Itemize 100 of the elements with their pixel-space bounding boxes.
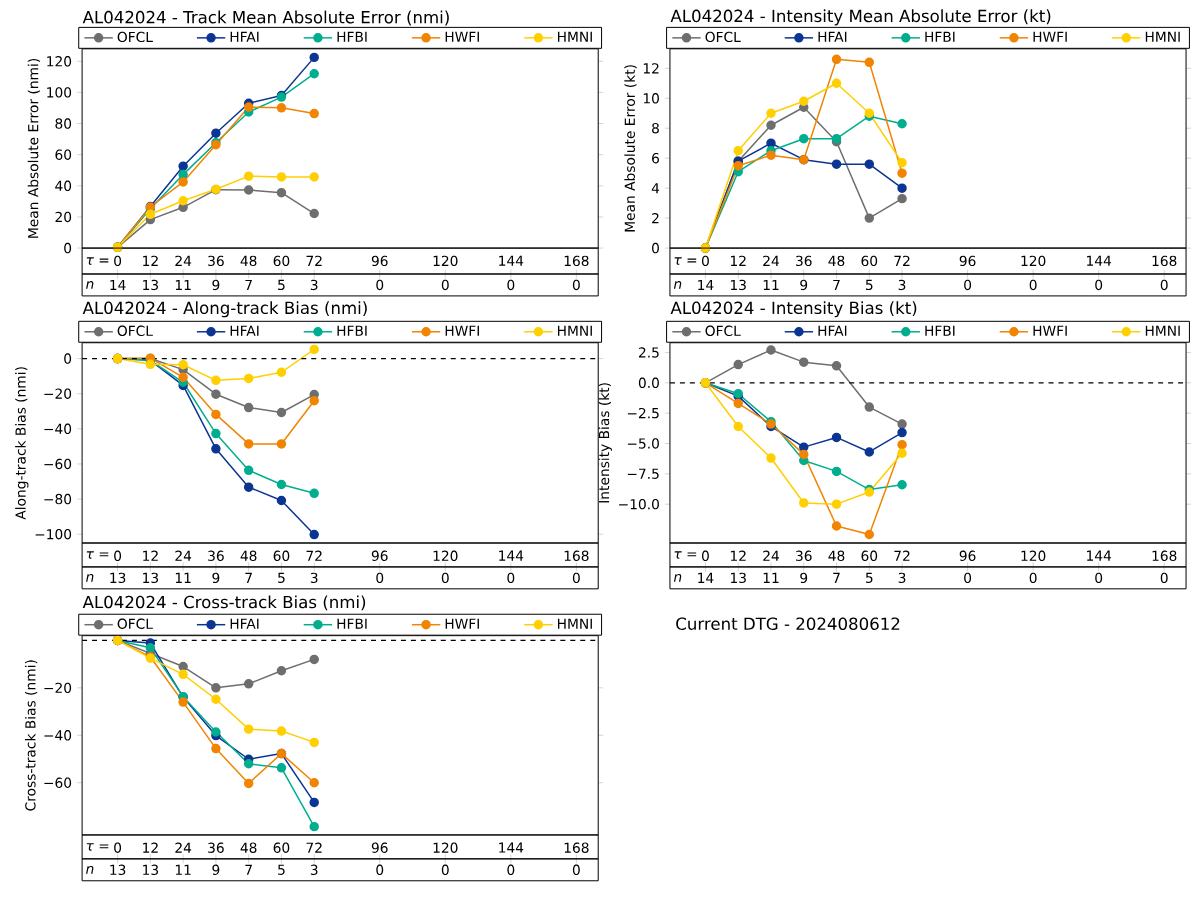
text: 0: [572, 572, 580, 584]
text: 0: [1095, 572, 1103, 584]
x-tick-label: 36: [796, 255, 812, 267]
text: 13: [110, 572, 126, 584]
text: 0: [376, 864, 384, 876]
text: 5: [865, 279, 873, 291]
text: 0: [507, 864, 515, 876]
x-axis-title: τ =: [86, 843, 109, 851]
text: 13: [730, 572, 746, 584]
x-tick-label: 144: [1087, 255, 1112, 266]
y-tick-label: 2.5: [638, 347, 659, 358]
legend-label: HMNI: [1145, 31, 1180, 42]
x-axis-title: τ =: [86, 257, 109, 265]
text: 0: [964, 279, 972, 291]
text: 5: [278, 864, 285, 876]
y-axis-title: Along-track Bias (nmi): [15, 367, 29, 520]
y-tick-label: 20: [55, 211, 72, 223]
text: 0: [441, 864, 449, 876]
y-tick-label: 12: [643, 63, 659, 74]
y-tick-label: −2.5: [627, 408, 659, 419]
legend-label: HFAI: [818, 31, 847, 42]
y-tick-label: 60: [55, 149, 72, 161]
text: 13: [143, 279, 159, 291]
text: n: [86, 281, 94, 289]
legend-label: HFBI: [925, 325, 955, 336]
legend-label: OFCL: [705, 31, 741, 43]
x-tick-label: 72: [306, 842, 322, 853]
text: 5: [865, 572, 873, 584]
text: 0: [376, 572, 384, 584]
legend-label: HFBI: [337, 618, 367, 629]
text: 7: [245, 572, 252, 584]
x-tick-label: 168: [564, 550, 589, 562]
text: 0: [507, 572, 515, 584]
text: 11: [175, 280, 191, 291]
legend-label: HWFI: [445, 618, 479, 629]
legend-label: OFCL: [705, 325, 741, 337]
y-tick-label: −7.5: [627, 468, 659, 480]
text: Current DTG - 2024080612: [676, 617, 900, 631]
x-tick-label: 60: [861, 550, 878, 562]
y-tick-label: −80: [44, 494, 72, 505]
text: 0: [1160, 572, 1168, 584]
text: 13: [730, 279, 746, 291]
y-tick-label: −40: [44, 423, 72, 435]
x-tick-label: 0: [114, 255, 122, 267]
y-tick-label: −60: [44, 458, 72, 470]
y-axis-title: Mean Absolute Error (nmi): [27, 59, 41, 238]
y-tick-label: 0: [64, 243, 72, 254]
y-tick-label: −40: [44, 730, 72, 741]
text: 0: [1160, 279, 1168, 291]
text: 0: [1029, 279, 1037, 291]
x-axis-title: τ =: [674, 551, 697, 559]
x-tick-label: 120: [1021, 550, 1046, 562]
legend-label: HFBI: [337, 31, 367, 42]
x-tick-label: 60: [273, 842, 290, 854]
x-tick-label: 0: [114, 550, 122, 562]
legend-label: HMNI: [1145, 325, 1180, 336]
legend-label: HFAI: [230, 31, 259, 42]
text: 13: [143, 572, 159, 584]
x-tick-label: 24: [175, 550, 192, 561]
x-tick-label: 36: [208, 550, 224, 562]
x-tick-label: 168: [1152, 255, 1177, 267]
text: 0: [1095, 279, 1103, 291]
x-axis-title: τ =: [674, 257, 697, 265]
text: 0: [507, 279, 515, 291]
text: 9: [800, 572, 808, 584]
x-tick-label: 96: [371, 842, 388, 854]
text: 11: [763, 572, 779, 584]
legend-label: HWFI: [1033, 325, 1067, 336]
chart-title: AL042024 - Track Mean Absolute Error (nmi): [82, 10, 449, 26]
text: 14: [110, 280, 126, 291]
text: 9: [212, 279, 220, 291]
text: n: [673, 281, 682, 289]
legend-label: HMNI: [557, 325, 592, 336]
x-tick-label: 48: [240, 255, 257, 267]
text: 7: [245, 864, 252, 875]
y-tick-label: −5.0: [627, 438, 659, 449]
x-tick-label: 120: [1021, 255, 1046, 267]
text: 0: [441, 279, 449, 291]
y-axis-title: Cross-track Bias (nmi): [24, 660, 38, 811]
text: 3: [310, 864, 318, 876]
x-tick-label: 72: [306, 255, 322, 267]
x-tick-label: 60: [273, 255, 290, 267]
x-tick-label: 72: [894, 255, 910, 267]
x-tick-label: 144: [499, 550, 524, 561]
text: 5: [278, 572, 285, 584]
legend-label: HFBI: [925, 31, 955, 42]
text: 9: [212, 572, 220, 584]
legend-label: HFAI: [230, 325, 259, 336]
x-tick-label: 24: [175, 842, 192, 853]
text: n: [86, 574, 94, 582]
text: 3: [310, 572, 318, 584]
y-tick-label: −20: [44, 682, 72, 694]
text: 3: [310, 279, 318, 291]
x-tick-label: 96: [371, 255, 388, 267]
x-tick-label: 48: [240, 550, 257, 562]
y-tick-label: 40: [55, 180, 72, 192]
x-tick-label: 24: [763, 550, 779, 561]
text: 5: [278, 279, 285, 291]
x-tick-label: 48: [828, 550, 845, 562]
x-tick-label: 144: [499, 255, 524, 266]
